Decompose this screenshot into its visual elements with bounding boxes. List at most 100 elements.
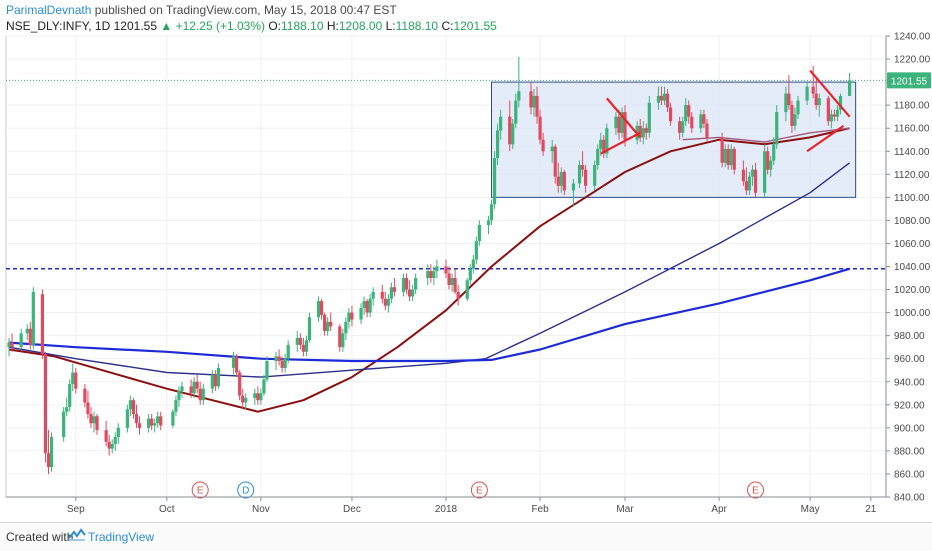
candle [371,287,375,306]
candle [274,351,278,371]
candle-body [28,328,32,345]
candle-body [426,271,430,279]
candle-body [535,95,539,117]
candle-body [495,130,500,159]
candle [137,416,142,435]
candle-body [380,291,384,299]
candle-body [274,356,278,362]
candle [150,414,154,431]
candle [447,266,451,290]
candle-body [125,409,129,428]
x-tick-label: Nov [252,504,270,515]
candle [116,423,120,444]
y-tick-label: 880.00 [894,446,925,457]
price-chart[interactable]: E D E E 840.00 860.00 880.00 900.00 920.00 940.0… [0,0,932,522]
candle [787,75,791,110]
candle [562,169,566,196]
candle-body [617,116,621,133]
candle-body [553,146,557,177]
close-label: C: [441,19,454,33]
candle-body [414,278,418,290]
candle [95,414,99,435]
candle-body [593,165,597,186]
earnings-marker[interactable]: E [191,481,209,499]
candle-body [580,165,585,170]
y-tick-label: 860.00 [894,469,925,480]
candle [25,324,29,341]
candle [684,98,688,126]
candle [596,144,600,170]
candle-body [702,114,706,124]
candle-body [559,171,563,186]
candle [766,146,770,175]
published-text: published on TradingView.com, May 15, 20… [94,3,397,17]
candle [380,284,384,304]
candle-body [19,333,23,348]
candle-body [450,278,454,285]
earnings-marker[interactable]: E [470,481,488,499]
candle-body [134,414,139,424]
candle [753,162,758,198]
candle-body [192,381,196,394]
candle-body [763,151,767,193]
candle [307,312,312,343]
pattern-trendline [605,97,642,139]
candle-body [407,289,412,297]
candle-body [468,268,472,281]
candle [92,411,96,433]
candle-body [499,116,503,131]
candle-body [341,333,345,348]
candle [620,107,624,138]
candle-body [174,400,178,412]
candle [329,312,333,332]
x-tick-label: Mar [616,504,634,515]
candle-body [705,123,709,138]
candle-body [571,183,576,191]
candle [665,89,670,113]
candle [71,363,75,391]
dividend-marker[interactable]: D [237,481,255,499]
candle-body [847,80,852,96]
candle [156,411,160,428]
candle-body [153,423,157,426]
candle-body [550,146,554,152]
candle [668,102,673,126]
candle-body [189,386,193,394]
candle [192,377,196,398]
candle-body [46,453,51,468]
candle-body [110,443,114,449]
y-tick-label: 1060.00 [894,239,931,250]
tradingview-logo-icon [68,528,86,547]
candle [790,100,794,133]
candle-body [231,356,236,368]
candle [647,95,651,138]
candle-body [347,312,351,322]
candle-body [741,169,745,182]
candle-body [835,109,840,117]
candle [796,95,800,119]
candle-body [668,107,673,122]
y-tick-label: 920.00 [894,400,925,411]
candle [681,116,685,138]
candle [404,273,409,295]
candle-body [74,372,78,389]
event-marker-label: E [476,486,483,497]
candle [471,254,475,274]
candle-body [817,98,821,106]
earnings-marker[interactable]: E [747,481,765,499]
candle-body [392,287,397,292]
candle-body [744,181,749,191]
author-link[interactable]: ParimalDevnath [6,3,92,17]
moving-averages-layer [8,127,851,413]
tradingview-brand-link[interactable]: TradingView [88,530,155,544]
symbol-label: NSE_DLY:INFY, 1D [6,19,111,33]
event-marker-circle [237,481,255,499]
candle-body [253,393,257,398]
candle [83,384,87,408]
candle-body [471,259,475,269]
candle-body [371,291,375,299]
candle-body [386,298,390,306]
candle [180,381,184,398]
event-marker-label: E [752,486,759,497]
candle [532,89,536,117]
